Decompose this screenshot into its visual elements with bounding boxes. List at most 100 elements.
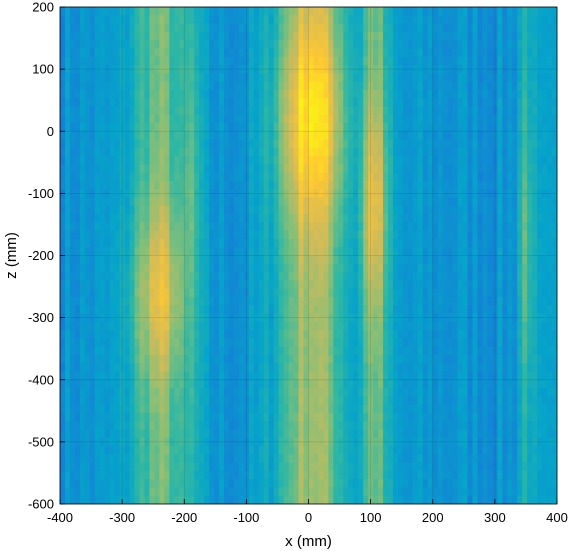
heatmap-cell [402, 305, 409, 315]
heatmap-cell [243, 106, 250, 116]
heatmap-cell [79, 388, 86, 397]
heatmap-cell [268, 412, 275, 422]
heatmap-cell [422, 164, 429, 174]
heatmap-cell [378, 40, 384, 50]
heatmap-cell [373, 172, 379, 182]
heatmap-cell [194, 106, 200, 116]
heatmap-cell [263, 272, 270, 281]
heatmap-cell [447, 98, 454, 107]
heatmap-cell [308, 172, 315, 182]
heatmap-cell [60, 346, 66, 356]
heatmap-cell [318, 23, 325, 33]
heatmap-cell [129, 495, 136, 504]
heatmap-cell [268, 280, 275, 290]
heatmap-cell [442, 48, 449, 58]
heatmap-cell [119, 31, 126, 41]
heatmap-cell [358, 222, 364, 232]
heatmap-cell [149, 305, 156, 315]
heatmap-cell [238, 321, 245, 331]
heatmap-cell [308, 222, 315, 232]
heatmap-cell [124, 31, 131, 41]
heatmap-cell [263, 214, 270, 223]
heatmap-cell [189, 156, 195, 165]
heatmap-cell [298, 479, 305, 489]
heatmap-cell [462, 48, 469, 58]
heatmap-cell [338, 48, 344, 58]
heatmap-cell [238, 437, 245, 447]
heatmap-cell [383, 404, 389, 414]
heatmap-cell [452, 230, 459, 240]
heatmap-cell [89, 197, 96, 207]
heatmap-cell [174, 280, 180, 290]
heatmap-cell [134, 56, 141, 66]
heatmap-cell [273, 446, 280, 455]
heatmap-cell [368, 89, 374, 99]
heatmap-cell [109, 470, 116, 480]
heatmap-cell [169, 247, 175, 257]
heatmap-cell [467, 255, 474, 265]
heatmap-cell [69, 214, 76, 223]
heatmap-cell [263, 238, 270, 248]
heatmap-cell [238, 396, 245, 406]
heatmap-cell [293, 454, 300, 464]
heatmap-cell [139, 479, 146, 489]
heatmap-cell [293, 288, 300, 298]
heatmap-cell [263, 338, 270, 348]
heatmap-cell [243, 81, 250, 91]
heatmap-cell [457, 470, 464, 480]
heatmap-cell [437, 172, 444, 182]
heatmap-cell [169, 7, 175, 16]
heatmap-cell [373, 214, 379, 223]
heatmap-cell [447, 280, 454, 290]
heatmap-cell [89, 164, 96, 174]
heatmap-cell [60, 272, 66, 281]
heatmap-cell [303, 396, 310, 406]
heatmap-cell [288, 462, 295, 472]
heatmap-cell [308, 388, 315, 397]
heatmap-cell [273, 122, 280, 132]
heatmap-cell [378, 214, 384, 223]
heatmap-cell [74, 214, 81, 223]
heatmap-cell [228, 330, 235, 339]
heatmap-cell [129, 230, 136, 240]
heatmap-cell [159, 388, 165, 397]
heatmap-cell [278, 437, 285, 447]
heatmap-cell [189, 89, 195, 99]
heatmap-cell [268, 404, 275, 414]
heatmap-cell [174, 321, 180, 331]
heatmap-cell [219, 164, 225, 174]
heatmap-cell [343, 214, 349, 223]
heatmap-cell [392, 31, 399, 41]
heatmap-cell [457, 255, 464, 265]
heatmap-cell [273, 421, 280, 431]
heatmap-cell [89, 421, 96, 431]
heatmap-cell [258, 371, 265, 381]
heatmap-cell [383, 446, 389, 455]
heatmap-cell [402, 470, 409, 480]
heatmap-cell [303, 172, 310, 182]
heatmap-cell [184, 495, 190, 504]
heatmap-cell [214, 131, 220, 141]
heatmap-cell [288, 197, 295, 207]
heatmap-cell [422, 64, 429, 74]
heatmap-cell [333, 321, 339, 331]
heatmap-cell [204, 98, 210, 107]
heatmap-cell [358, 48, 364, 58]
heatmap-cell [159, 172, 165, 182]
heatmap-cell [184, 330, 190, 339]
heatmap-cell [278, 421, 285, 431]
heatmap-cell [338, 56, 344, 66]
heatmap-cell [224, 446, 230, 455]
heatmap-cell [373, 23, 379, 33]
heatmap-cell [179, 338, 185, 348]
heatmap-cell [124, 479, 131, 489]
heatmap-cell [373, 305, 379, 315]
heatmap-cell [219, 305, 225, 315]
heatmap-cell [313, 56, 320, 66]
heatmap-cell [174, 346, 180, 356]
heatmap-cell [268, 205, 275, 215]
heatmap-cell [303, 114, 310, 124]
heatmap-cell [114, 114, 121, 124]
heatmap-cell [397, 98, 404, 107]
heatmap-cell [169, 222, 175, 232]
